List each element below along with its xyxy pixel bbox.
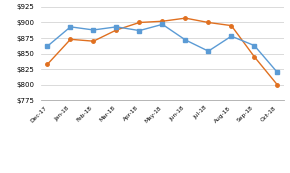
Douglas Fir Domestic Price bbox=[184, 17, 187, 19]
Douglas Fir Export Price bbox=[230, 35, 233, 37]
Douglas Fir Export Price bbox=[92, 29, 95, 31]
Douglas Fir Export Price bbox=[69, 26, 72, 28]
Douglas Fir Export Price bbox=[206, 50, 210, 52]
Douglas Fir Domestic Price bbox=[206, 21, 210, 24]
Douglas Fir Export Price bbox=[253, 44, 256, 47]
Douglas Fir Domestic Price bbox=[161, 20, 164, 22]
Douglas Fir Domestic Price bbox=[138, 21, 141, 24]
Douglas Fir Export Price bbox=[115, 26, 118, 28]
Douglas Fir Domestic Price bbox=[230, 25, 233, 27]
Douglas Fir Domestic Price bbox=[46, 63, 49, 65]
Douglas Fir Domestic Price bbox=[115, 29, 118, 31]
Douglas Fir Domestic Price bbox=[253, 56, 256, 58]
Douglas Fir Domestic Price bbox=[276, 84, 279, 86]
Line: Douglas Fir Domestic Price: Douglas Fir Domestic Price bbox=[46, 16, 279, 86]
Douglas Fir Export Price bbox=[184, 39, 187, 41]
Douglas Fir Export Price bbox=[138, 30, 141, 32]
Line: Douglas Fir Export Price: Douglas Fir Export Price bbox=[46, 23, 279, 74]
Douglas Fir Export Price bbox=[276, 71, 279, 73]
Douglas Fir Domestic Price bbox=[69, 38, 72, 40]
Douglas Fir Export Price bbox=[46, 45, 49, 47]
Douglas Fir Domestic Price bbox=[92, 40, 95, 42]
Douglas Fir Export Price bbox=[161, 23, 164, 25]
